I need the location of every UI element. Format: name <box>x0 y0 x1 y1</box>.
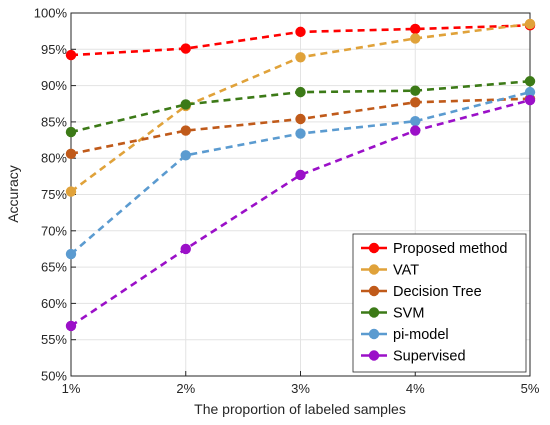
y-axis-label: Accuracy <box>5 165 21 223</box>
x-tick-label: 2% <box>176 381 195 396</box>
x-tick-label: 3% <box>291 381 310 396</box>
legend: Proposed method VAT Decision Tree SVM pi-mod… <box>352 233 527 373</box>
series-pi-model <box>65 86 536 260</box>
legend-swatch-marker <box>368 307 380 318</box>
series-layer <box>65 18 536 332</box>
x-tick-label: 1% <box>62 381 81 396</box>
legend-item: Decision Tree <box>361 284 482 300</box>
data-point <box>180 43 191 54</box>
legend-item: Supervised <box>361 349 466 365</box>
y-tick-label: 55% <box>41 332 67 347</box>
data-point <box>295 26 306 38</box>
x-axis-ticks: 1% 2% 3% 4% 5% <box>62 371 540 396</box>
series-supervised <box>65 94 536 332</box>
y-tick-label: 90% <box>41 78 67 93</box>
legend-label: Supervised <box>393 349 466 365</box>
data-point <box>65 320 77 332</box>
data-point <box>180 125 191 136</box>
legend-label: Proposed method <box>393 241 507 257</box>
x-tick-label: 5% <box>521 381 540 396</box>
legend-item: pi-model <box>361 327 449 343</box>
data-point <box>410 85 421 96</box>
y-tick-label: 50% <box>41 369 67 384</box>
data-point <box>180 243 191 255</box>
data-point <box>524 86 536 98</box>
data-point <box>180 150 191 161</box>
data-point <box>295 52 306 63</box>
y-tick-label: 100% <box>34 6 68 21</box>
series-svm <box>65 76 536 138</box>
data-point <box>524 94 536 106</box>
data-point <box>410 23 421 35</box>
legend-swatch-marker <box>368 350 380 361</box>
legend-swatch-marker <box>368 242 380 254</box>
legend-label: Decision Tree <box>393 284 482 300</box>
data-point <box>295 113 306 125</box>
data-point <box>65 126 77 138</box>
y-tick-label: 60% <box>41 296 67 311</box>
y-tick-label: 95% <box>41 42 67 57</box>
data-point <box>295 128 306 139</box>
data-point <box>524 18 536 30</box>
legend-box <box>352 233 527 373</box>
y-tick-label: 70% <box>41 223 67 238</box>
data-point <box>410 33 421 44</box>
data-point <box>295 169 306 181</box>
data-point <box>410 115 421 127</box>
x-tick-label: 4% <box>406 381 425 396</box>
data-point <box>410 125 421 136</box>
data-point <box>410 97 421 108</box>
y-tick-label: 85% <box>41 114 67 129</box>
legend-swatch-marker <box>368 285 380 297</box>
series-line <box>70 98 531 327</box>
y-tick-label: 80% <box>41 151 67 166</box>
legend-swatch-marker <box>368 264 380 275</box>
legend-item: SVM <box>361 306 424 322</box>
legend-item: VAT <box>361 263 419 279</box>
data-point <box>295 86 306 98</box>
x-axis-label: The proportion of labeled samples <box>194 401 406 417</box>
data-point <box>65 248 77 260</box>
data-point <box>524 76 536 87</box>
legend-label: VAT <box>393 263 419 279</box>
y-axis-ticks: 50% 55% 60% 65% 70% 75% 80% 85% 90% 95% 100% <box>34 6 76 384</box>
legend-label: SVM <box>393 306 424 322</box>
data-point <box>65 49 77 61</box>
data-point <box>180 99 191 110</box>
legend-label: pi-model <box>393 327 449 343</box>
legend-item: Proposed method <box>361 241 507 257</box>
data-point <box>65 148 77 160</box>
legend-swatch-marker <box>368 328 380 340</box>
data-point <box>65 186 77 197</box>
y-tick-label: 75% <box>41 187 67 202</box>
y-tick-label: 65% <box>41 260 67 275</box>
